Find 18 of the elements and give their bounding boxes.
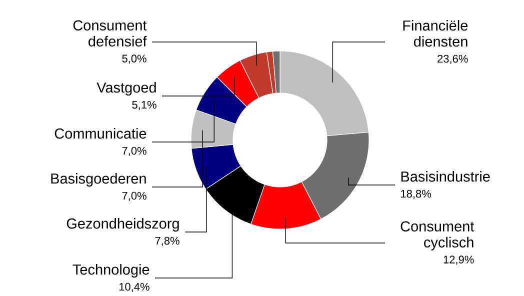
data-label: 10,4% [119, 282, 150, 292]
data-label: 5,1% [132, 100, 156, 110]
data-label: 5,0% [122, 54, 146, 64]
slice-label: Communicatie [54, 128, 146, 139]
slice-label: Gezondheidszorg [66, 218, 179, 232]
slice-label: Technologie [72, 264, 150, 278]
slice-label: Financiële diensten [403, 20, 468, 47]
slice-label: Basisgoederen [51, 173, 146, 187]
data-label: 18,8% [401, 190, 432, 199]
slice-label: Consument cyclisch [400, 221, 474, 250]
data-label: 12,9% [444, 256, 474, 265]
data-label: 7,0% [122, 192, 146, 201]
slice-label: Basisindustrie [401, 171, 490, 182]
data-label: 7,8% [155, 236, 180, 246]
data-label: 7,0% [122, 146, 146, 156]
slice-label: Vastgoed [96, 82, 156, 96]
slice-label: Consument defensief [73, 20, 147, 46]
data-label: 23,6% [438, 54, 468, 64]
